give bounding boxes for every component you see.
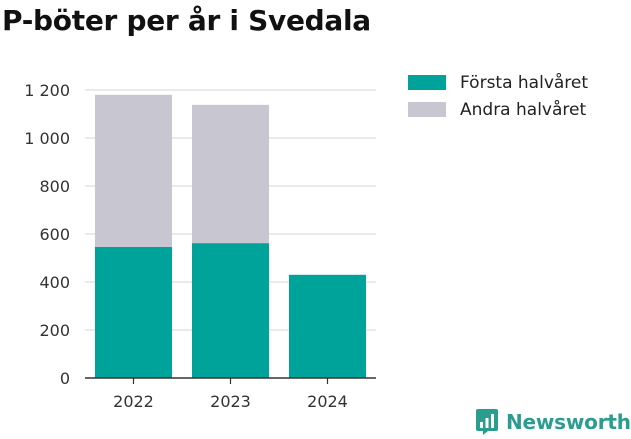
y-tick-label: 1 000 xyxy=(24,129,70,148)
legend: Första halvåret Andra halvåret xyxy=(408,69,588,123)
x-tick-label: 2023 xyxy=(210,392,251,411)
brand-name: Newsworthy xyxy=(506,410,631,434)
y-tick-label: 800 xyxy=(39,177,70,196)
bar-2022-andra-halv-ret xyxy=(95,94,172,247)
legend-swatch-andra xyxy=(408,102,446,117)
legend-label-forsta: Första halvåret xyxy=(460,72,589,93)
x-tick-label: 2024 xyxy=(307,392,348,411)
y-tick-label: 200 xyxy=(39,321,70,340)
x-tick-labels: 2022 2023 2024 xyxy=(113,392,348,411)
bar-2023-f-rsta-halv-ret xyxy=(192,243,269,378)
legend-item-forsta: Första halvåret xyxy=(408,69,588,96)
brand-logo: Newsworthy xyxy=(475,408,631,436)
legend-label-andra: Andra halvåret xyxy=(460,99,587,120)
y-tick-label: 1 200 xyxy=(24,81,70,100)
bars xyxy=(95,94,366,378)
bar-2024-f-rsta-halv-ret xyxy=(289,274,366,378)
bar-2023-andra-halv-ret xyxy=(192,104,269,244)
bar-2022-f-rsta-halv-ret xyxy=(95,246,172,378)
chart-title: P-böter per år i Svedala xyxy=(2,4,371,37)
y-tick-labels: 0 200 400 600 800 1 000 1 200 xyxy=(24,81,70,388)
legend-item-andra: Andra halvåret xyxy=(408,96,588,123)
y-tick-label: 400 xyxy=(39,273,70,292)
x-tick-label: 2022 xyxy=(113,392,154,411)
y-tick-label: 600 xyxy=(39,225,70,244)
legend-swatch-forsta xyxy=(408,75,446,90)
axes xyxy=(85,377,376,384)
y-tick-label: 0 xyxy=(60,369,70,388)
newsworthy-logo-icon xyxy=(476,409,498,435)
